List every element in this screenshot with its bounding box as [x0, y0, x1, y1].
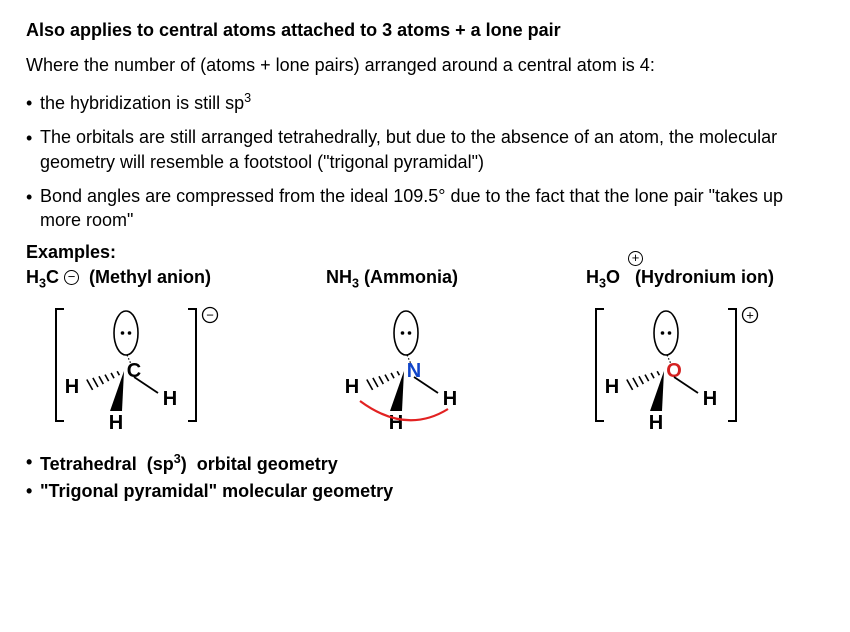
svg-text:O: O [666, 360, 682, 382]
bullet-list: • the hybridization is still sp3 • The o… [26, 90, 824, 232]
svg-text:H: H [649, 412, 663, 434]
footer-list: • Tetrahedral (sp3) orbital geometry • "… [26, 452, 824, 502]
molecule-label: NH3 (Ammonia) [306, 267, 586, 291]
svg-text:H: H [109, 412, 123, 434]
examples-header: Examples: [26, 242, 824, 263]
molecule-label: + H3O (Hydronium ion) [586, 267, 824, 291]
svg-text:+: + [746, 308, 754, 323]
molecule-label: H3C − (Methyl anion) [26, 267, 306, 291]
svg-text:H: H [389, 412, 403, 434]
bullet-dot: • [26, 452, 40, 475]
bullet-dot: • [26, 184, 40, 233]
svg-text:−: − [206, 308, 214, 323]
footer-item: Tetrahedral (sp3) orbital geometry [40, 452, 338, 475]
svg-text:H: H [65, 376, 79, 398]
bullet-item: the hybridization is still sp3 [40, 90, 251, 115]
bullet-dot: • [26, 90, 40, 115]
bullet-dot: • [26, 125, 40, 174]
molecule-diagram: +OHHH [566, 297, 824, 442]
molecule-diagram: NHHH [306, 297, 566, 442]
svg-text:H: H [605, 376, 619, 398]
page-title: Also applies to central atoms attached t… [26, 20, 824, 41]
page-subtitle: Where the number of (atoms + lone pairs)… [26, 55, 824, 76]
svg-text:H: H [703, 388, 717, 410]
svg-text:H: H [443, 388, 457, 410]
bullet-item: The orbitals are still arranged tetrahed… [40, 125, 824, 174]
bullet-dot: • [26, 481, 40, 502]
charge-icon: − [64, 270, 79, 285]
svg-text:H: H [163, 388, 177, 410]
svg-text:C: C [127, 360, 141, 382]
charge-icon: + [628, 251, 643, 266]
footer-item: "Trigonal pyramidal" molecular geometry [40, 481, 393, 502]
svg-text:N: N [407, 360, 421, 382]
svg-text:H: H [345, 376, 359, 398]
bullet-item: Bond angles are compressed from the idea… [40, 184, 824, 233]
molecule-diagram: −CHHH [26, 297, 306, 442]
